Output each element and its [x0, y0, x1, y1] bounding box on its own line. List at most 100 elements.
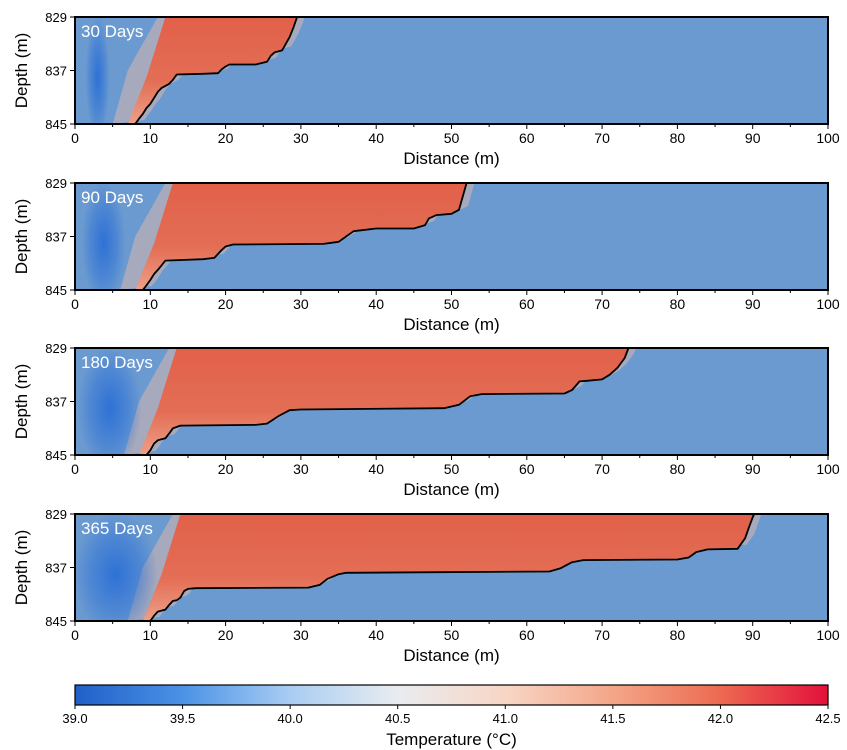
x-tick-label: 100	[816, 627, 840, 643]
x-tick-label: 50	[444, 296, 460, 312]
x-tick-label: 90	[745, 130, 761, 146]
panel-label: 90 Days	[81, 188, 143, 207]
front-line	[134, 17, 298, 124]
x-tick-label: 70	[594, 130, 610, 146]
x-tick-label: 50	[444, 130, 460, 146]
warm-region	[142, 514, 755, 621]
colorbar-tick-label: 39.5	[170, 711, 195, 726]
panel-3-heatmap	[75, 348, 828, 455]
x-axis-label: Distance (m)	[403, 646, 499, 665]
colorbar-tick-label: 42.0	[708, 711, 733, 726]
x-tick-label: 50	[444, 461, 460, 477]
x-tick-label: 70	[594, 296, 610, 312]
warm-region	[127, 17, 298, 124]
panel-3: 180 Days 0 10 20 30 40 50 60 70 80 90 100 829 837 845 D…	[12, 341, 840, 499]
colorbar-tick-label: 40.0	[277, 711, 302, 726]
x-tick-label: 80	[670, 130, 686, 146]
panel-2-heatmap	[75, 183, 828, 290]
x-tick-label: 90	[745, 296, 761, 312]
x-tick-label: 80	[670, 461, 686, 477]
y-tick-label: 829	[45, 176, 67, 191]
x-tick-label: 10	[143, 130, 159, 146]
x-tick-label: 20	[218, 130, 234, 146]
panel-label: 30 Days	[81, 22, 143, 41]
x-tick-label: 70	[594, 627, 610, 643]
y-tick-label: 845	[45, 117, 67, 132]
x-tick-label: 70	[594, 461, 610, 477]
y-tick-label: 837	[45, 64, 67, 79]
colorbar-gradient	[74, 684, 829, 706]
x-tick-label: 0	[71, 130, 79, 146]
cold-zone	[85, 17, 110, 124]
x-tick-label: 30	[293, 130, 309, 146]
x-tick-label: 60	[519, 627, 535, 643]
y-tick-label: 845	[45, 283, 67, 298]
colorbar-label: Temperature (°C)	[386, 730, 517, 749]
x-tick-label: 40	[368, 627, 384, 643]
x-axis-label: Distance (m)	[403, 315, 499, 334]
cold-zone	[77, 348, 142, 455]
front-line	[142, 183, 468, 290]
y-tick-label: 837	[45, 561, 67, 576]
x-tick-label: 100	[816, 130, 840, 146]
panel-4-heatmap	[75, 514, 828, 621]
y-axis-label: Depth (m)	[12, 33, 31, 109]
x-tick-label: 100	[816, 296, 840, 312]
x-tick-label: 40	[368, 296, 384, 312]
cold-zone	[81, 183, 126, 290]
x-tick-label: 20	[218, 296, 234, 312]
panel-label: 365 Days	[81, 519, 153, 538]
x-tick-label: 30	[293, 627, 309, 643]
x-tick-label: 40	[368, 130, 384, 146]
x-tick-label: 10	[143, 627, 159, 643]
y-tick-label: 837	[45, 230, 67, 245]
x-tick-label: 50	[444, 627, 460, 643]
panel-1: 30 Days 0 10 20 30 40 50 60 70 80 90 100 829 837 845 Di…	[12, 10, 840, 168]
x-tick-label: 80	[670, 627, 686, 643]
y-tick-label: 845	[45, 448, 67, 463]
x-tick-label: 30	[293, 296, 309, 312]
panel-1-heatmap	[75, 17, 828, 124]
y-tick-label: 845	[45, 614, 67, 629]
x-tick-label: 90	[745, 461, 761, 477]
colorbar-tick-label: 41.5	[600, 711, 625, 726]
x-tick-label: 20	[218, 627, 234, 643]
x-tick-label: 0	[71, 461, 79, 477]
y-tick-label: 829	[45, 341, 67, 356]
temperature-colorbar: 39.0 39.5 40.0 40.5 41.0 41.5 42.0 42.5 Temperat…	[62, 684, 841, 749]
x-tick-label: 100	[816, 461, 840, 477]
colorbar-tick-label: 40.5	[385, 711, 410, 726]
x-tick-label: 30	[293, 461, 309, 477]
y-axis-label: Depth (m)	[12, 364, 31, 440]
y-tick-label: 829	[45, 507, 67, 522]
front-line	[145, 348, 630, 455]
y-axis-label: Depth (m)	[12, 199, 31, 275]
x-tick-label: 80	[670, 296, 686, 312]
cold-zone	[75, 514, 158, 621]
y-tick-label: 829	[45, 10, 67, 25]
x-tick-label: 10	[143, 296, 159, 312]
x-tick-label: 10	[143, 461, 159, 477]
x-tick-label: 60	[519, 130, 535, 146]
panel-4: 365 Days 0 10 20 30 40 50 60 70 80 90 100 829 837 845 D…	[12, 507, 840, 665]
colorbar-tick-label: 39.0	[62, 711, 87, 726]
x-tick-label: 60	[519, 461, 535, 477]
x-tick-label: 20	[218, 461, 234, 477]
panel-2: 90 Days 0 10 20 30 40 50 60 70 80 90 100 829 837 845 Di…	[12, 176, 840, 334]
front-line	[149, 514, 756, 621]
y-tick-label: 837	[45, 395, 67, 410]
colorbar-tick-label: 41.0	[493, 711, 518, 726]
x-tick-label: 40	[368, 461, 384, 477]
panel-label: 180 Days	[81, 353, 153, 372]
x-tick-label: 0	[71, 627, 79, 643]
x-tick-label: 90	[745, 627, 761, 643]
x-tick-label: 60	[519, 296, 535, 312]
colorbar-tick-label: 42.5	[815, 711, 840, 726]
x-tick-label: 0	[71, 296, 79, 312]
warm-region	[139, 348, 629, 455]
y-axis-label: Depth (m)	[12, 530, 31, 606]
warm-region	[135, 183, 467, 290]
x-axis-label: Distance (m)	[403, 149, 499, 168]
x-axis-label: Distance (m)	[403, 480, 499, 499]
